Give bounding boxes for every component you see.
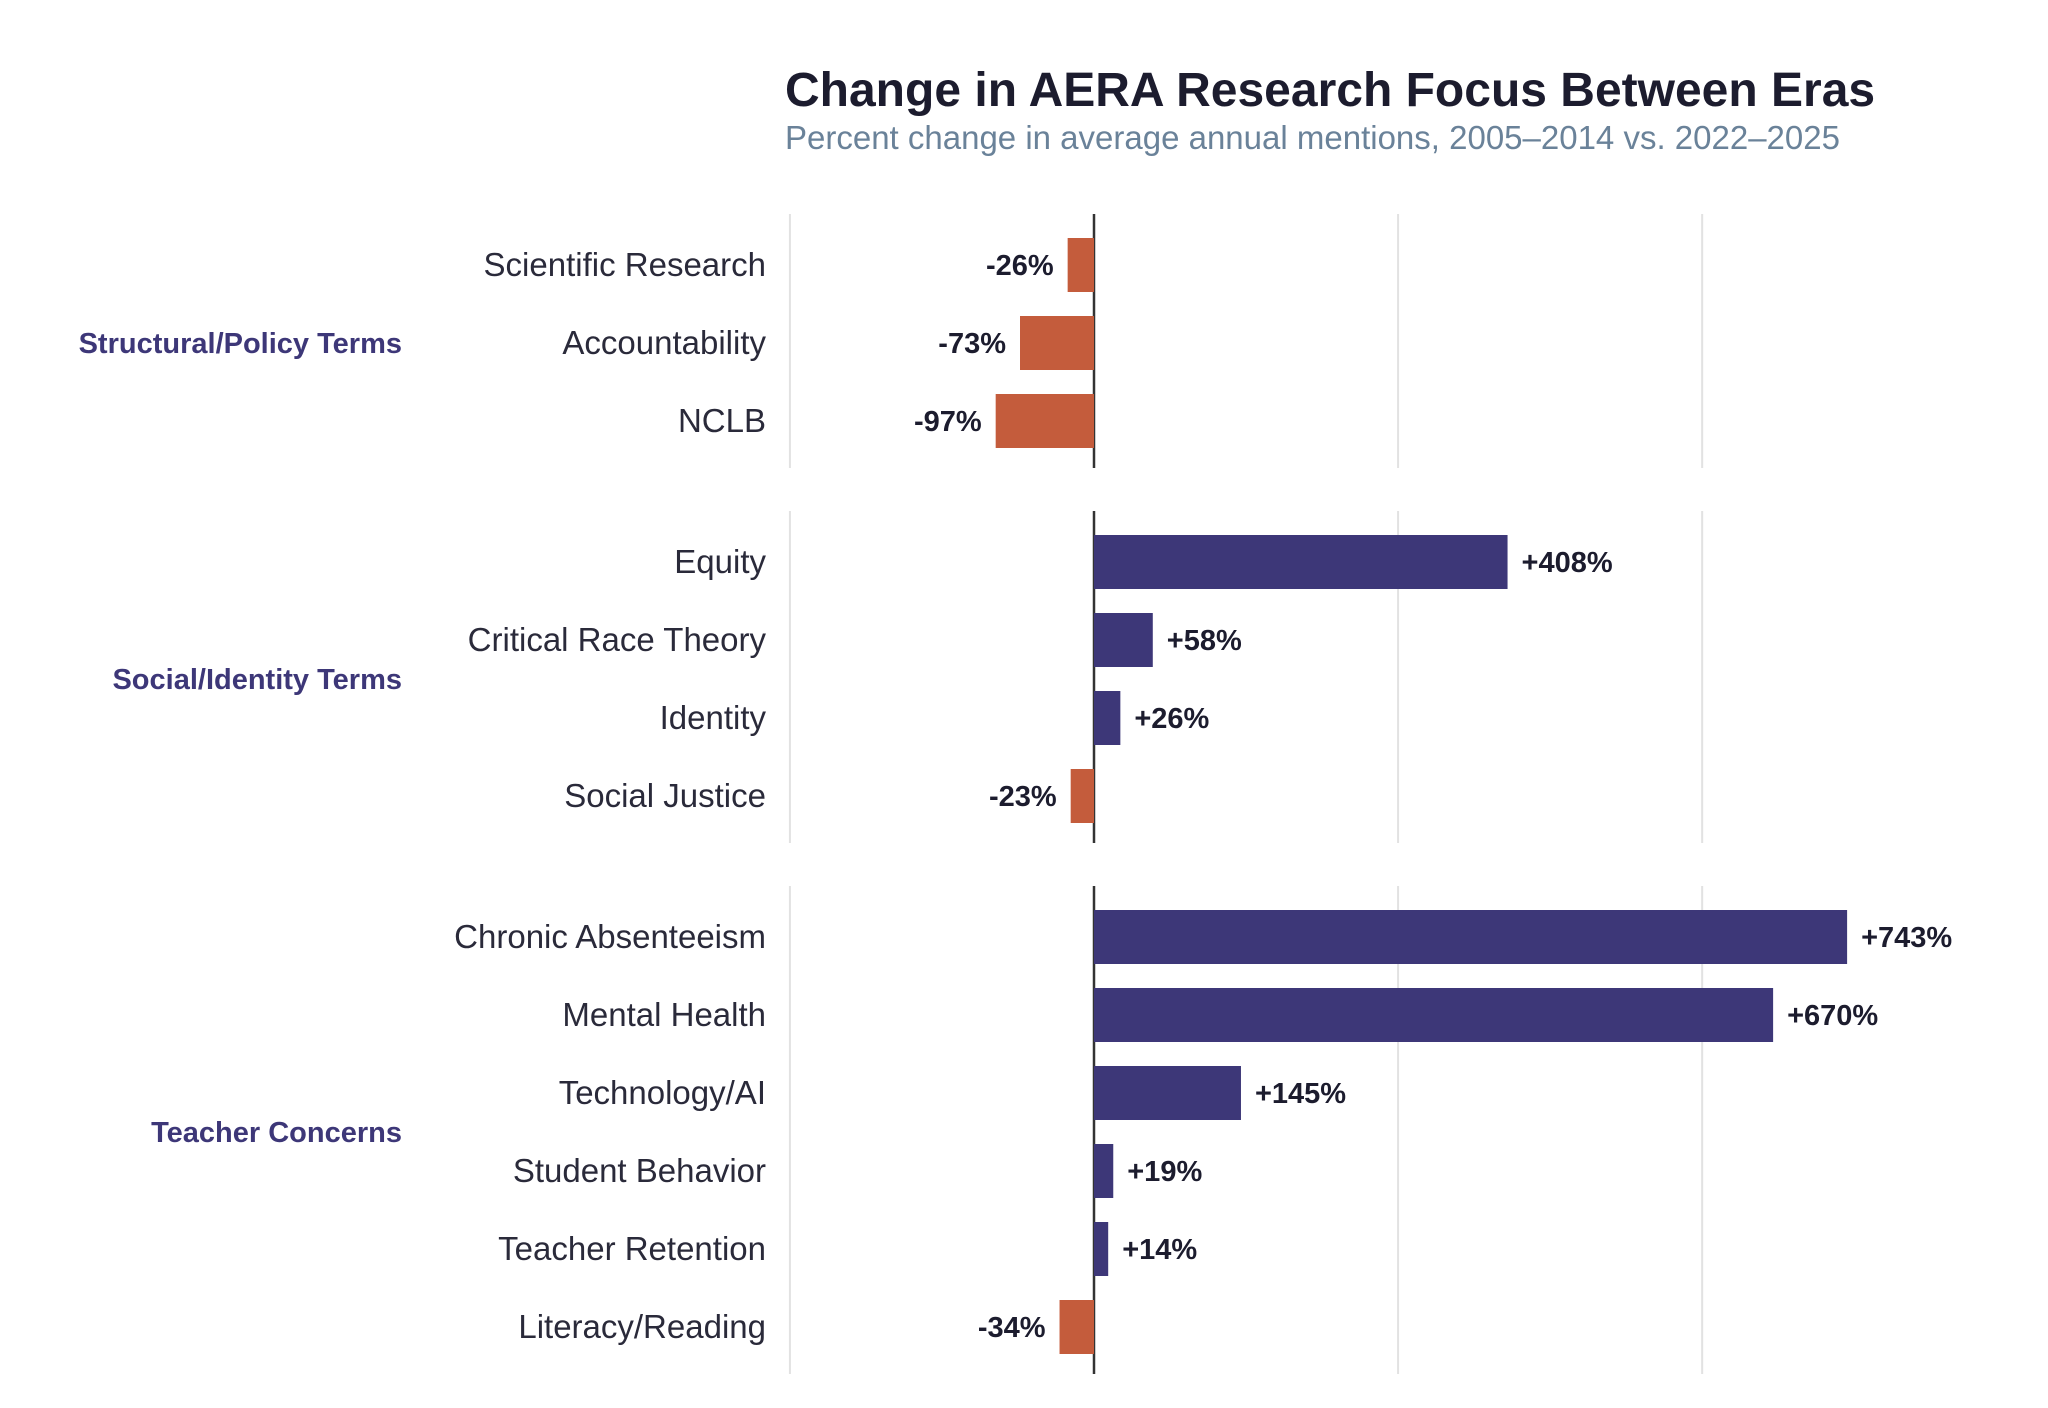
data-label: +26% <box>1134 703 1209 735</box>
group-label: Social/Identity Terms <box>112 664 402 696</box>
category-label: Mental Health <box>562 996 766 1033</box>
data-label: +58% <box>1167 625 1242 657</box>
category-label: Accountability <box>562 324 766 361</box>
bar <box>1094 613 1153 667</box>
bar <box>1094 988 1774 1042</box>
bar <box>1094 691 1121 745</box>
category-label: Critical Race Theory <box>468 621 767 658</box>
category-label: Teacher Retention <box>498 1230 766 1267</box>
bar <box>1094 1066 1241 1120</box>
bar <box>1020 316 1094 370</box>
category-label: Student Behavior <box>513 1152 766 1189</box>
bar <box>1059 1300 1094 1354</box>
panel-0: Scientific Research -26% Accountability -73… <box>79 214 1704 468</box>
data-label: -97% <box>914 406 982 438</box>
bar <box>1094 535 1508 589</box>
bar <box>995 394 1094 448</box>
bar <box>1094 1222 1109 1276</box>
data-label: +14% <box>1122 1234 1197 1266</box>
data-label: -73% <box>938 328 1006 360</box>
bar <box>1094 910 1848 964</box>
category-label: Scientific Research <box>484 246 766 283</box>
data-label: -23% <box>989 781 1057 813</box>
chart-subtitle: Percent change in average annual mention… <box>785 119 1840 156</box>
category-label: Chronic Absenteeism <box>454 918 766 955</box>
category-label: Social Justice <box>564 777 766 814</box>
panel-2: Chronic Absenteeism +743% Mental Health +67… <box>151 886 1952 1374</box>
data-label: -26% <box>986 250 1054 282</box>
bar <box>1094 1144 1114 1198</box>
category-label: Literacy/Reading <box>518 1308 766 1345</box>
data-label: +408% <box>1522 547 1613 579</box>
chart-title: Change in AERA Research Focus Between Er… <box>785 64 1875 117</box>
bar <box>1067 238 1094 292</box>
panel-1: Equity +408% Critical Race Theory +58% Ident… <box>112 511 1704 843</box>
data-label: +670% <box>1787 1000 1878 1032</box>
category-label: NCLB <box>678 402 766 439</box>
category-label: Technology/AI <box>559 1074 766 1111</box>
data-label: +743% <box>1861 922 1952 954</box>
group-label: Teacher Concerns <box>151 1117 402 1149</box>
category-label: Equity <box>674 543 766 580</box>
bar <box>1070 769 1094 823</box>
group-label: Structural/Policy Terms <box>79 328 402 360</box>
data-label: +19% <box>1127 1156 1202 1188</box>
data-label: -34% <box>978 1312 1046 1344</box>
category-label: Identity <box>660 699 767 736</box>
data-label: +145% <box>1255 1078 1346 1110</box>
